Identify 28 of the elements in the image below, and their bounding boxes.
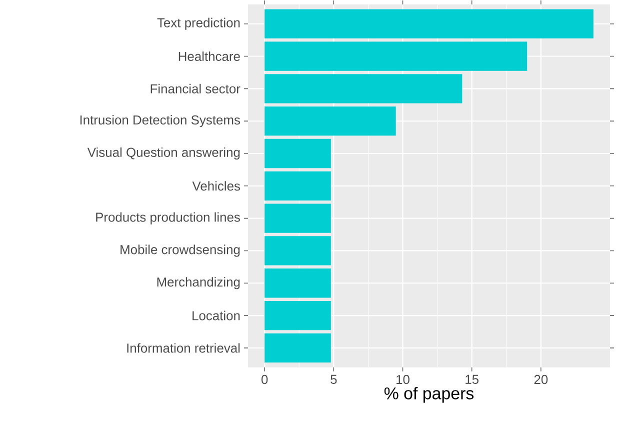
- y-tick-label: Visual Question answering: [87, 147, 240, 160]
- y-tick-label: Mobile crowdsensing: [120, 244, 240, 257]
- x-tick-label: 15: [466, 374, 478, 384]
- y-tick-label: Intrusion Detection Systems: [80, 114, 240, 127]
- bar: [264, 236, 331, 266]
- bar: [264, 138, 331, 168]
- y-tick-label: Healthcare: [178, 51, 240, 61]
- x-axis-title: % of papers: [384, 386, 474, 403]
- x-tick-label: 5: [330, 374, 337, 384]
- y-tick-label: Vehicles: [192, 180, 240, 190]
- x-tick-label: 10: [396, 374, 410, 384]
- y-tick-label: Location: [192, 310, 240, 320]
- bar: [264, 41, 528, 71]
- y-tick-label: Text prediction: [157, 18, 240, 30]
- y-tick-label: Products production lines: [96, 212, 240, 224]
- x-tick-label: 20: [534, 374, 548, 384]
- bar: [264, 171, 331, 200]
- bar: [264, 74, 462, 104]
- bar: [264, 268, 331, 298]
- x-tick-label: 0: [261, 374, 268, 384]
- y-tick-label: Information retrieval: [127, 342, 240, 353]
- y-tick-label: Financial sector: [150, 84, 240, 94]
- bar: [264, 300, 331, 330]
- bar: [264, 106, 396, 136]
- y-tick-label: Merchandizing: [157, 276, 240, 289]
- bar: [264, 204, 331, 233]
- bar: [264, 9, 594, 38]
- bar: [264, 333, 331, 362]
